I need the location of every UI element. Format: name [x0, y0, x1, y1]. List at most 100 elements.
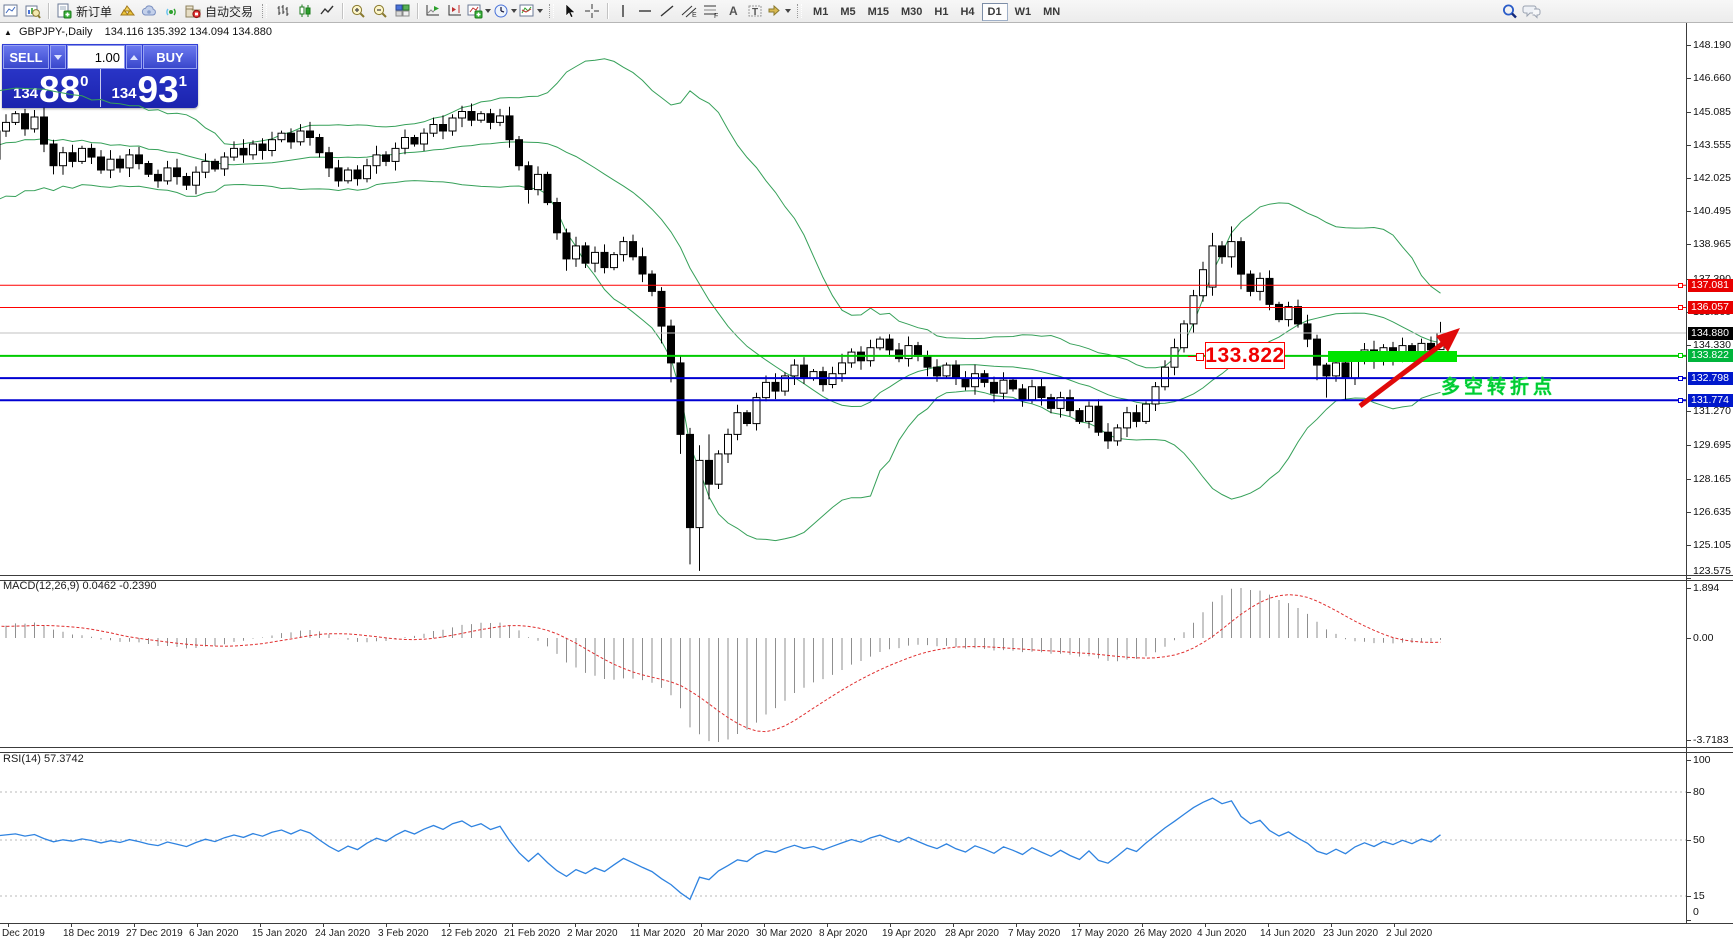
- timeframe-button-M15[interactable]: M15: [867, 6, 889, 18]
- trend-arrow[interactable]: [1358, 339, 1448, 408]
- trend-annotation-text[interactable]: 多空转折点: [1441, 377, 1557, 398]
- price-tick-label: 145.085: [1693, 105, 1731, 118]
- date-tick-mark: [827, 923, 828, 927]
- macd-panel-chart[interactable]: [0, 579, 1686, 747]
- date-tick-mark: [953, 923, 954, 927]
- date-tick-label: 2 Mar 2020: [567, 928, 618, 939]
- ask-sup: 1: [178, 73, 188, 90]
- crosshair-icon[interactable]: [581, 1, 603, 21]
- svg-text:E: E: [692, 12, 697, 19]
- label-tool-icon[interactable]: T: [744, 1, 766, 21]
- toolbar-separator: [342, 3, 344, 19]
- profiles-icon[interactable]: [22, 1, 44, 21]
- price-marker-134.880: 134.880: [1688, 326, 1733, 340]
- search-icon[interactable]: [1499, 1, 1521, 21]
- ohlc-readout: 134.116 135.392 134.094 134.880: [104, 26, 273, 38]
- trend-arrow-head[interactable]: [1436, 328, 1460, 352]
- panel-divider[interactable]: [0, 747, 1733, 753]
- community-cloud-icon[interactable]: [138, 1, 160, 21]
- date-tick-mark: [1394, 923, 1395, 927]
- autotrading-label[interactable]: 自动交易: [205, 4, 254, 19]
- timeframe-button-W1[interactable]: W1: [1014, 6, 1032, 18]
- timeframe-button-M1[interactable]: M1: [813, 6, 829, 18]
- annotation-anchor[interactable]: [1196, 353, 1204, 361]
- timeframe-button-M30[interactable]: M30: [901, 6, 923, 18]
- date-tick-mark: [134, 923, 135, 927]
- bollinger-band: [0, 58, 1441, 369]
- price-marker-137.081: 137.081: [1688, 278, 1733, 292]
- support-zone-rect[interactable]: [1328, 351, 1457, 362]
- chat-icon[interactable]: [1521, 1, 1543, 21]
- ask-price[interactable]: 134 93 1: [101, 69, 199, 108]
- autotrading-icon[interactable]: [182, 1, 204, 21]
- new-order-icon[interactable]: [53, 1, 75, 21]
- annotation-anchor-tail: [1188, 356, 1196, 357]
- zoom-out-icon[interactable]: [369, 1, 391, 21]
- zoom-in-icon[interactable]: [347, 1, 369, 21]
- volume-input[interactable]: [67, 45, 125, 69]
- axis-tick-mark: [1686, 920, 1691, 921]
- hline-anchor[interactable]: [1678, 304, 1683, 310]
- trendline-tool-icon[interactable]: [656, 1, 678, 21]
- collapse-icon[interactable]: ▲: [4, 28, 12, 37]
- toolbar-gripper[interactable]: [797, 4, 803, 18]
- text-tool-icon[interactable]: A: [722, 1, 744, 21]
- buy-button[interactable]: BUY: [143, 45, 197, 69]
- symbol-title: GBPJPY-,Daily: [18, 26, 93, 38]
- panel-divider[interactable]: [0, 575, 1733, 581]
- new-order-label[interactable]: 新订单: [76, 4, 113, 19]
- toolbar-gripper[interactable]: [262, 4, 268, 18]
- candlestick-type-icon[interactable]: [294, 1, 316, 21]
- shapes-tool-button[interactable]: [766, 1, 792, 21]
- rsi-axis-label: 100: [1693, 754, 1711, 766]
- rsi-axis-label: 15: [1693, 890, 1705, 902]
- fibonacci-tool-icon[interactable]: F: [700, 1, 722, 21]
- timeframe-button-D1[interactable]: D1: [981, 3, 1008, 21]
- date-tick-label: 11 Mar 2020: [630, 928, 686, 939]
- rsi-panel-chart[interactable]: [0, 751, 1686, 923]
- toolbar: 新订单 自动交易: [0, 0, 1733, 23]
- axis-tick-mark: [1686, 211, 1691, 212]
- channel-tool-icon[interactable]: E: [678, 1, 700, 21]
- timeframe-button-M5[interactable]: M5: [840, 6, 856, 18]
- hline-anchor[interactable]: [1678, 375, 1683, 381]
- hline-anchor[interactable]: [1678, 397, 1683, 403]
- axis-tick-mark: [1686, 578, 1691, 579]
- chevron-down-icon: [537, 9, 544, 13]
- timeframe-button-H1[interactable]: H1: [934, 6, 949, 18]
- tile-windows-icon[interactable]: [391, 1, 413, 21]
- gold-icon[interactable]: [116, 1, 138, 21]
- date-tick-label: 4 Jun 2020: [1197, 928, 1247, 939]
- price-marker-132.798: 132.798: [1688, 371, 1733, 385]
- macd-axis-label: -3.7183: [1693, 734, 1729, 746]
- price-tick-label: 143.555: [1693, 139, 1731, 151]
- sell-button[interactable]: SELL: [3, 45, 49, 69]
- cursor-icon[interactable]: [559, 1, 581, 21]
- date-tick-label: 7 May 2020: [1008, 928, 1061, 939]
- hline-anchor[interactable]: [1678, 353, 1683, 359]
- templates-button[interactable]: [518, 1, 544, 21]
- timeframe-button-H4[interactable]: H4: [960, 6, 975, 18]
- new-chart-icon[interactable]: [0, 1, 22, 21]
- volume-increase-button[interactable]: [126, 45, 142, 69]
- bar-chart-type-icon[interactable]: [272, 1, 294, 21]
- auto-scroll-icon[interactable]: [422, 1, 444, 21]
- date-tick-label: 12 Feb 2020: [441, 928, 498, 939]
- timeframe-button-MN[interactable]: MN: [1043, 6, 1061, 18]
- indicators-button[interactable]: [466, 1, 492, 21]
- volume-decrease-button[interactable]: [50, 45, 66, 69]
- periods-button[interactable]: [492, 1, 518, 21]
- chart-shift-icon[interactable]: [444, 1, 466, 21]
- toolbar-gripper[interactable]: [549, 4, 555, 18]
- date-tick-label: 23 Jun 2020: [1323, 928, 1379, 939]
- horizontal-line-tool-icon[interactable]: [634, 1, 656, 21]
- vertical-line-tool-icon[interactable]: [612, 1, 634, 21]
- date-tick-mark: [575, 923, 576, 927]
- price-annotation-box[interactable]: 133.822: [1205, 342, 1285, 369]
- main-price-chart[interactable]: [0, 23, 1686, 575]
- line-chart-type-icon[interactable]: [316, 1, 338, 21]
- hline-anchor[interactable]: [1678, 282, 1683, 288]
- date-tick-mark: [890, 923, 891, 927]
- timeframe-group: M1 M5 M15 M30 H1 H4 D1 W1 MN: [807, 3, 1066, 21]
- signal-icon[interactable]: [160, 1, 182, 21]
